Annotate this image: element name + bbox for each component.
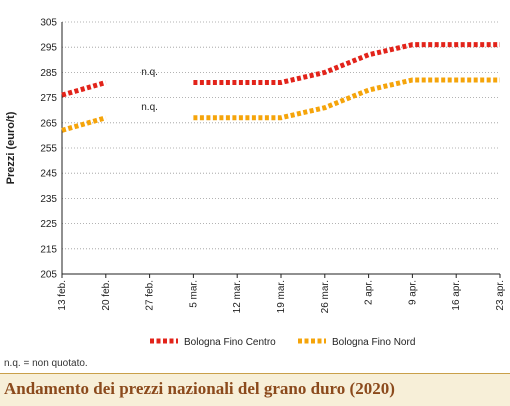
y-tick-label: 215 <box>40 244 57 255</box>
x-tick-label: 5 mar. <box>188 280 199 308</box>
x-tick-label: 13 feb. <box>57 280 68 311</box>
x-tick-label: 20 feb. <box>101 280 112 311</box>
title-bar: Andamento dei prezzi nazionali del grano… <box>0 373 510 406</box>
y-tick-label: 205 <box>40 270 57 281</box>
y-tick-label: 285 <box>40 68 57 79</box>
y-tick-label: 225 <box>40 219 57 230</box>
y-tick-label: 255 <box>40 144 57 155</box>
x-tick-label: 26 mar. <box>320 280 331 313</box>
nq-annotation: n.q. <box>141 102 158 113</box>
series-line-1 <box>193 42 500 85</box>
x-tick-label: 16 apr. <box>451 280 462 311</box>
legend-label: Bologna Fino Centro <box>184 337 276 348</box>
x-tick-label: 23 apr. <box>495 280 506 311</box>
x-tick-label: 27 feb. <box>145 280 156 311</box>
series-line-1 <box>61 80 107 98</box>
y-tick-label: 245 <box>40 169 57 180</box>
x-tick-label: 19 mar. <box>276 280 287 313</box>
y-axis-label: Prezzi (euro/t) <box>5 111 17 184</box>
x-tick-label: 2 apr. <box>364 280 375 305</box>
y-tick-label: 265 <box>40 118 57 129</box>
x-tick-label: 9 apr. <box>407 280 418 305</box>
y-tick-label: 235 <box>40 194 57 205</box>
page-title: Andamento dei prezzi nazionali del grano… <box>4 379 395 398</box>
nq-annotation: n.q. <box>141 67 158 78</box>
legend-label: Bologna Fino Nord <box>332 337 415 348</box>
y-tick-label: 295 <box>40 43 57 54</box>
y-tick-label: 275 <box>40 93 57 104</box>
x-tick-label: 12 mar. <box>232 280 243 313</box>
series-line-2 <box>193 77 500 121</box>
series-line-2 <box>61 115 107 133</box>
footnote: n.q. = non quotato. <box>4 358 88 369</box>
y-tick-label: 305 <box>40 18 57 29</box>
